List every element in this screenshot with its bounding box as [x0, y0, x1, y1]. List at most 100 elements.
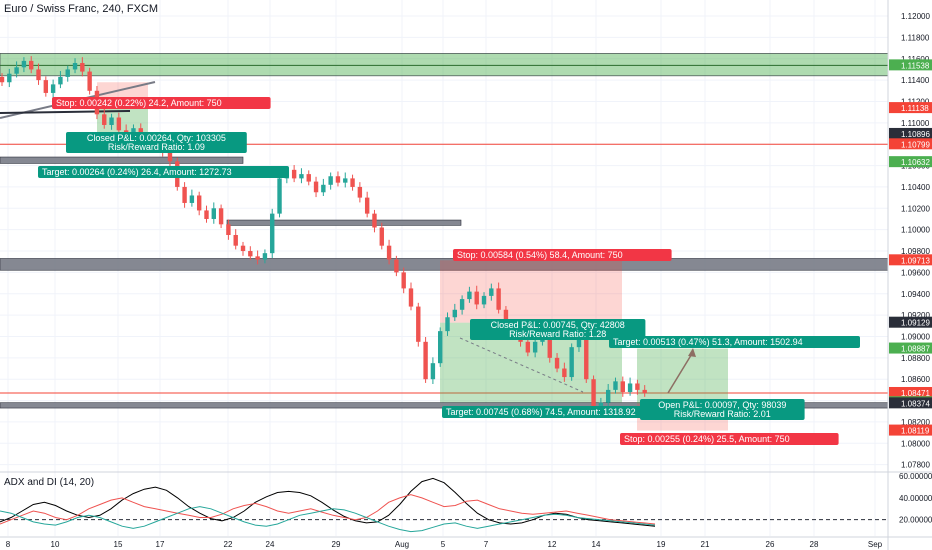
- candle-body: [182, 186, 187, 203]
- candle-body: [58, 76, 63, 85]
- price-axis-marker-label: 1.10799: [901, 140, 930, 149]
- price-axis-tick: 1.11200: [901, 97, 930, 106]
- position-2-target-label-bg: [442, 406, 693, 418]
- price-axis-tick: 1.12000: [901, 12, 930, 21]
- price-axis-marker-label: 1.08119: [901, 427, 930, 436]
- time-axis-tick: 28: [810, 540, 819, 549]
- price-axis-tick: 1.08200: [901, 418, 930, 427]
- price-axis-tick: 1.11800: [901, 33, 930, 42]
- price-axis-tick: 1.07800: [901, 461, 930, 470]
- candle-body: [481, 295, 487, 305]
- position-1-pnl-label-bg: [66, 132, 247, 153]
- candle-body: [364, 197, 370, 214]
- candle-body: [14, 67, 19, 74]
- position-1-stop-label-bg: [52, 97, 271, 109]
- time-axis-tick: 21: [701, 540, 710, 549]
- position-2-target-label: Target: 0.00745 (0.68%) 74.5, Amount: 13…: [446, 407, 636, 417]
- candle-body: [189, 195, 195, 203]
- position-3-stop-label: Stop: 0.00255 (0.24%) 25.5, Amount: 750: [624, 434, 790, 444]
- zone-rect: [0, 156, 244, 164]
- time-axis-tick: 17: [156, 540, 165, 549]
- candle-body: [408, 288, 414, 307]
- trend-line-dashed: [459, 337, 584, 393]
- target-area: [637, 348, 728, 404]
- price-axis-marker-label: 1.10896: [901, 130, 930, 139]
- indicator-title: ADX and DI (14, 20): [4, 477, 95, 488]
- time-axis-tick: 8: [6, 540, 11, 549]
- price-axis-marker: [889, 424, 932, 436]
- position-1-target-label-bg: [38, 166, 289, 178]
- price-axis-marker-label: 1.08887: [901, 345, 930, 354]
- candle-body: [459, 299, 465, 310]
- candle-body: [343, 178, 348, 183]
- adx-series-line: [0, 506, 656, 533]
- candle-body: [394, 259, 399, 273]
- price-axis-marker: [889, 138, 932, 150]
- position-1-target-label: Target: 0.00264 (0.24%) 26.4, Amount: 12…: [42, 167, 232, 177]
- price-axis-marker: [889, 316, 932, 328]
- position-2-stop-label: Stop: 0.00584 (0.54%) 58.4, Amount: 750: [457, 250, 623, 260]
- trend-line: [0, 110, 131, 114]
- candle-body: [299, 174, 304, 179]
- candle-body: [525, 341, 531, 353]
- candle-body: [613, 381, 618, 390]
- candle-body: [372, 213, 377, 228]
- price-axis-marker-label: 1.11138: [901, 104, 929, 113]
- time-axis-tick: 14: [592, 540, 601, 549]
- price-axis-marker-label: 1.08374: [901, 399, 930, 408]
- candle-body: [196, 195, 202, 211]
- candle-body: [313, 181, 319, 193]
- position-2-pnl-label-line1: Closed P&L: 0.00745, Qty: 42808: [491, 320, 625, 330]
- candle-body: [496, 288, 501, 310]
- candle-body: [233, 235, 238, 246]
- candle-body: [21, 60, 27, 68]
- candle-body: [598, 402, 604, 406]
- candle-body: [423, 341, 428, 380]
- candle-body: [503, 309, 509, 326]
- indicator-axis-tick: 20.00000: [899, 516, 932, 525]
- candle-body: [109, 117, 114, 125]
- time-axis-tick: 19: [657, 540, 666, 549]
- adx-series-line: [0, 477, 656, 527]
- candle-body: [452, 309, 458, 318]
- candle-body: [620, 381, 625, 393]
- candle-body: [335, 176, 341, 183]
- price-axis-marker: [889, 254, 932, 266]
- time-axis-tick: Aug: [395, 540, 409, 549]
- price-axis-tick: 1.11600: [901, 55, 930, 64]
- time-axis-tick: 15: [114, 540, 123, 549]
- position-3-pnl-label-bg: [640, 399, 805, 420]
- position-1-pnl-label-line1: Closed P&L: 0.00264, Qty: 103305: [87, 133, 226, 143]
- time-axis-tick: 12: [548, 540, 557, 549]
- candle-body: [255, 256, 260, 260]
- candle-body: [270, 213, 275, 254]
- candle-body: [489, 288, 494, 296]
- candle-body: [379, 227, 384, 246]
- candle-body: [467, 291, 472, 300]
- projection-arrowhead: [688, 348, 696, 357]
- candle-body: [218, 208, 224, 225]
- candle-body: [474, 291, 479, 305]
- price-axis-tick: 1.09400: [901, 290, 930, 299]
- candle-body: [357, 186, 363, 198]
- position-1-stop-label: Stop: 0.00242 (0.22%) 24.2, Amount: 750: [56, 98, 222, 108]
- candle-body: [262, 253, 268, 260]
- candle-body: [116, 117, 122, 131]
- candle-body: [72, 63, 78, 70]
- candle-body: [7, 73, 12, 83]
- candle-body: [416, 306, 421, 342]
- price-axis-tick: 1.10400: [901, 183, 930, 192]
- candle-body: [306, 174, 311, 182]
- price-axis-marker-label: 1.09713: [901, 256, 930, 265]
- candle-body: [438, 331, 443, 364]
- candle-body: [0, 76, 5, 83]
- price-axis-tick: 1.09600: [901, 268, 930, 277]
- candle-body: [445, 317, 450, 332]
- price-axis-marker-label: 1.08471: [901, 389, 930, 398]
- candle-body: [80, 63, 85, 72]
- time-axis-tick: 10: [51, 540, 60, 549]
- candle-body: [36, 69, 41, 81]
- price-axis-tick: 1.10000: [901, 226, 930, 235]
- zone-rect: [0, 53, 889, 77]
